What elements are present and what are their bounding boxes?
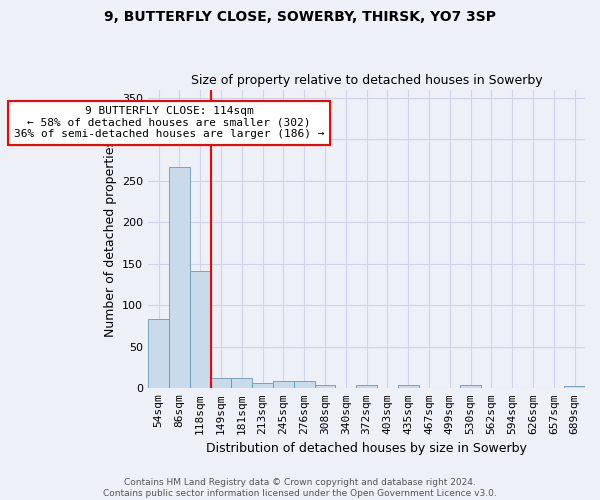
X-axis label: Distribution of detached houses by size in Sowerby: Distribution of detached houses by size …: [206, 442, 527, 455]
Bar: [252, 384, 273, 388]
Bar: [564, 386, 585, 388]
Bar: [460, 385, 481, 388]
Bar: [169, 166, 190, 388]
Bar: [273, 381, 294, 388]
Text: 9, BUTTERFLY CLOSE, SOWERBY, THIRSK, YO7 3SP: 9, BUTTERFLY CLOSE, SOWERBY, THIRSK, YO7…: [104, 10, 496, 24]
Y-axis label: Number of detached properties: Number of detached properties: [104, 140, 116, 338]
Title: Size of property relative to detached houses in Sowerby: Size of property relative to detached ho…: [191, 74, 542, 87]
Bar: [211, 378, 232, 388]
Bar: [356, 385, 377, 388]
Bar: [314, 385, 335, 388]
Bar: [398, 385, 419, 388]
Bar: [294, 381, 314, 388]
Bar: [232, 378, 252, 388]
Bar: [190, 272, 211, 388]
Text: 9 BUTTERFLY CLOSE: 114sqm
← 58% of detached houses are smaller (302)
36% of semi: 9 BUTTERFLY CLOSE: 114sqm ← 58% of detac…: [14, 106, 324, 140]
Bar: [148, 320, 169, 388]
Text: Contains HM Land Registry data © Crown copyright and database right 2024.
Contai: Contains HM Land Registry data © Crown c…: [103, 478, 497, 498]
